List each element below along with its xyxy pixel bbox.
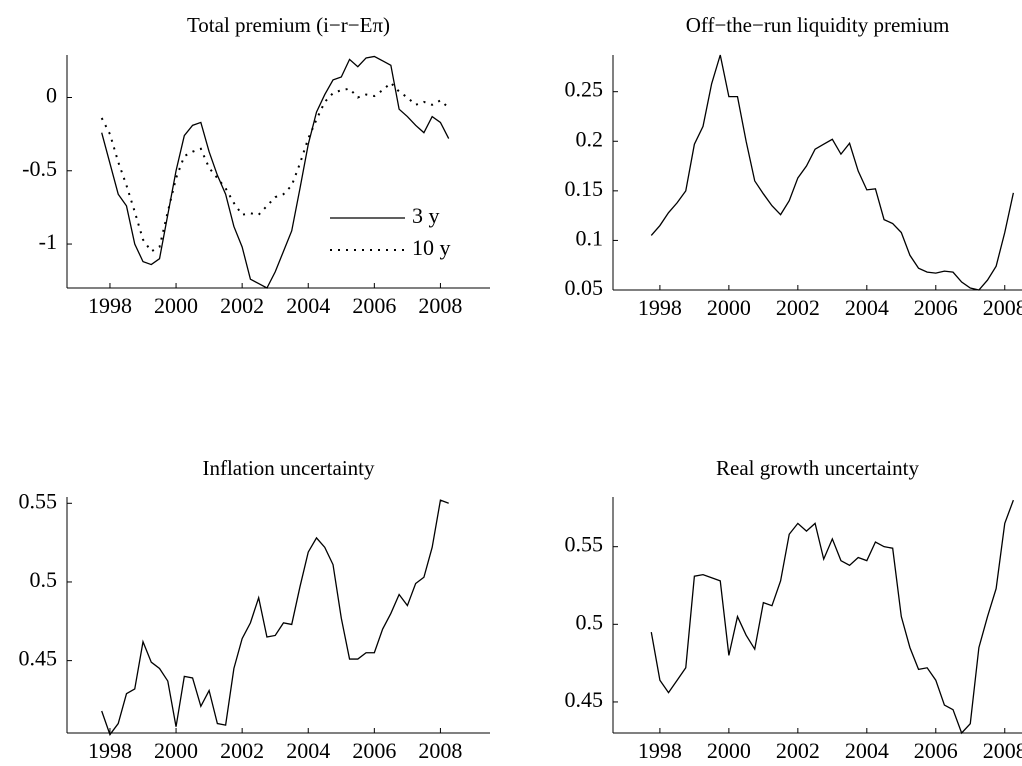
x-tick-label: 1998 xyxy=(638,295,682,320)
x-tick-label: 2008 xyxy=(418,738,462,763)
legend-label: 3 y xyxy=(412,203,440,228)
y-tick-label: 0.15 xyxy=(565,176,604,201)
x-tick-label: 1998 xyxy=(88,293,132,318)
series-line xyxy=(650,54,1015,291)
y-tick-label: 0.45 xyxy=(565,687,604,712)
x-tick-label: 2006 xyxy=(352,293,396,318)
x-tick-label: 2002 xyxy=(220,738,264,763)
x-tick-label: 2004 xyxy=(845,295,889,320)
series-line xyxy=(650,499,1014,735)
y-tick-label: 0.45 xyxy=(19,646,58,671)
x-tick-label: 2004 xyxy=(845,738,889,763)
chart-title: Total premium (i−r−Eπ) xyxy=(187,13,390,37)
y-tick-label: 0.55 xyxy=(19,488,58,513)
y-tick-label: 0.5 xyxy=(30,567,58,592)
x-tick-label: 2008 xyxy=(983,295,1022,320)
x-tick-label: 2000 xyxy=(154,738,198,763)
chart-title: Inflation uncertainty xyxy=(202,456,375,480)
x-tick-label: 2008 xyxy=(983,738,1022,763)
y-tick-label: 0 xyxy=(46,83,57,108)
x-tick-label: 2006 xyxy=(914,738,958,763)
y-tick-label: -0.5 xyxy=(22,156,57,181)
x-tick-label: 2006 xyxy=(914,295,958,320)
x-tick-label: 2006 xyxy=(352,738,396,763)
x-tick-label: 1998 xyxy=(638,738,682,763)
x-tick-label: 2002 xyxy=(220,293,264,318)
x-tick-label: 2000 xyxy=(707,738,751,763)
x-tick-label: 2000 xyxy=(154,293,198,318)
x-tick-label: 2002 xyxy=(776,295,820,320)
chart-title: Real growth uncertainty xyxy=(716,456,919,480)
x-tick-label: 2008 xyxy=(418,293,462,318)
series-line xyxy=(100,81,450,253)
y-tick-label: 0.25 xyxy=(565,77,604,102)
y-tick-label: 0.5 xyxy=(576,609,604,634)
x-tick-label: 1998 xyxy=(88,738,132,763)
y-tick-label: -1 xyxy=(39,229,57,254)
y-tick-label: 0.05 xyxy=(565,275,604,300)
x-tick-label: 2004 xyxy=(286,293,330,318)
y-tick-label: 0.1 xyxy=(576,225,604,250)
legend-label: 10 y xyxy=(412,235,451,260)
chart-title: Off−the−run liquidity premium xyxy=(686,13,950,37)
x-tick-label: 2004 xyxy=(286,738,330,763)
x-tick-label: 2000 xyxy=(707,295,751,320)
series-line xyxy=(101,55,450,289)
x-tick-label: 2002 xyxy=(776,738,820,763)
series-line xyxy=(101,499,449,736)
y-tick-label: 0.55 xyxy=(565,532,604,557)
y-tick-label: 0.2 xyxy=(576,126,604,151)
